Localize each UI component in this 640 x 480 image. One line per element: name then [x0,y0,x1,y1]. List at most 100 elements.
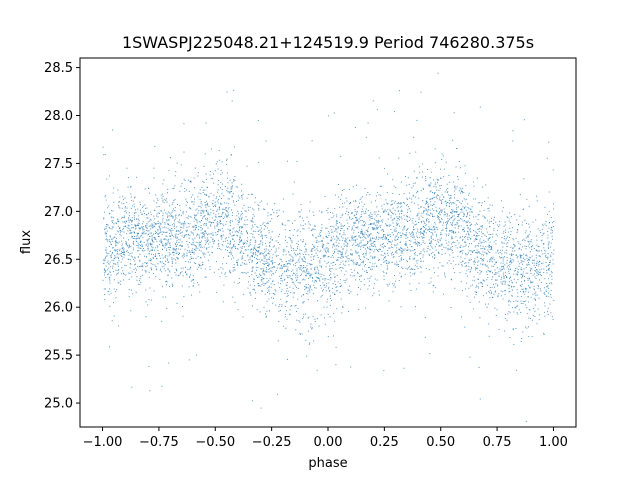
data-point [311,264,313,266]
data-point [217,209,219,211]
data-point [488,251,490,253]
data-point [369,233,371,235]
data-point [264,251,266,253]
data-point [520,303,522,304]
data-point [124,251,125,253]
data-point [284,271,286,273]
data-point [191,232,193,234]
data-point [399,90,400,92]
data-point [162,219,164,221]
data-point [249,249,251,251]
data-point [167,227,169,229]
data-point [248,281,249,283]
data-point [222,212,224,214]
data-point [173,254,175,256]
data-point [491,246,493,248]
data-point [161,248,163,250]
data-point [523,253,525,255]
data-point [481,204,482,206]
data-point [218,268,220,270]
data-point [153,254,154,256]
data-point [368,280,370,282]
data-point [380,244,382,246]
data-point [160,257,162,259]
data-point [305,274,307,276]
data-point [396,239,398,240]
data-point [226,215,228,217]
data-point [538,265,540,267]
data-point [405,244,407,246]
data-point [165,198,167,200]
data-point [536,239,538,241]
data-point [510,234,512,236]
data-point [426,201,428,203]
data-point [220,223,221,225]
data-point [526,264,528,266]
data-point [404,225,406,227]
data-point [162,245,164,247]
data-point [165,242,167,244]
data-point [526,258,528,260]
data-point [123,199,125,201]
data-point [151,241,153,243]
data-point [535,278,537,279]
data-point [120,230,121,232]
data-point [163,231,165,233]
data-point [262,263,264,264]
data-point [130,263,132,265]
data-point [413,237,415,239]
data-point [108,294,110,296]
data-point [404,218,406,220]
data-point [232,200,234,202]
data-point [270,214,272,216]
data-point [423,251,425,253]
data-point [326,227,328,229]
data-point [130,233,132,235]
data-point [158,232,160,234]
data-point [232,185,233,187]
data-point [467,203,469,205]
data-point [371,213,373,215]
data-point [304,258,306,260]
data-point [153,225,155,227]
data-point [284,240,286,242]
data-point [131,252,133,254]
data-point [462,192,463,194]
data-point [208,246,210,248]
data-point [534,298,536,300]
data-point [134,224,136,226]
data-point [296,280,298,282]
data-point [504,271,506,273]
data-point [482,215,484,217]
data-point [476,235,477,237]
data-point [331,300,332,301]
data-point [279,304,281,306]
data-point [444,212,446,214]
data-point [461,209,463,211]
data-point [262,223,264,225]
data-point [365,307,367,309]
data-point [167,192,168,194]
data-point [511,281,513,283]
data-point [327,256,329,258]
data-point [372,228,374,230]
data-point [123,237,125,239]
data-point [120,280,122,282]
data-point [143,210,145,212]
data-point [341,225,343,227]
data-point [481,271,483,272]
data-point [372,295,374,297]
data-point [351,235,353,237]
data-point [363,213,365,215]
data-point [200,227,202,228]
data-point [543,232,545,234]
data-point [530,257,532,259]
data-point [413,202,415,204]
data-point [206,204,208,206]
data-point [453,211,455,213]
data-point [233,179,235,180]
data-point [386,284,388,285]
data-point [284,306,286,307]
data-point [483,280,485,282]
data-point [131,217,133,219]
